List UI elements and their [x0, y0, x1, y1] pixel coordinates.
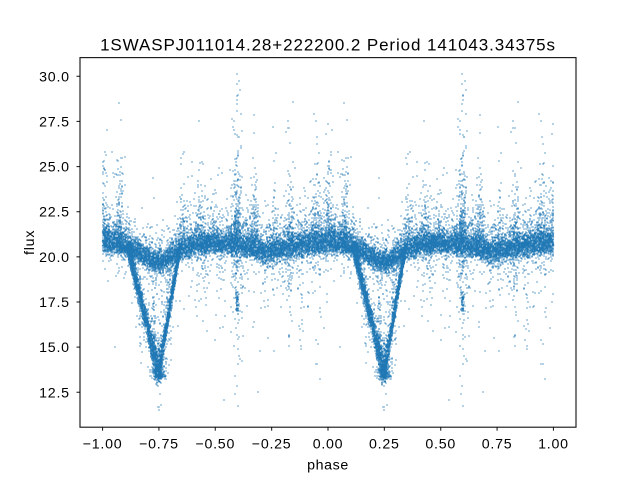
- svg-text:−0.25: −0.25: [252, 437, 292, 453]
- svg-text:−1.00: −1.00: [83, 437, 123, 453]
- svg-text:0.00: 0.00: [313, 437, 344, 453]
- svg-text:25.0: 25.0: [39, 160, 70, 176]
- svg-text:phase: phase: [307, 458, 349, 474]
- svg-text:flux: flux: [22, 230, 38, 255]
- svg-text:0.50: 0.50: [425, 437, 456, 453]
- svg-text:0.25: 0.25: [369, 437, 400, 453]
- svg-text:17.5: 17.5: [39, 295, 70, 311]
- svg-text:22.5: 22.5: [39, 205, 70, 221]
- svg-text:20.0: 20.0: [39, 250, 70, 266]
- svg-text:12.5: 12.5: [39, 385, 70, 401]
- svg-text:0.75: 0.75: [482, 437, 513, 453]
- svg-text:30.0: 30.0: [39, 69, 70, 85]
- svg-text:1.00: 1.00: [538, 437, 569, 453]
- svg-text:15.0: 15.0: [39, 340, 70, 356]
- svg-text:−0.75: −0.75: [139, 437, 179, 453]
- svg-text:1SWASPJ011014.28+222200.2 Peri: 1SWASPJ011014.28+222200.2 Period 141043.…: [100, 36, 556, 55]
- svg-text:−0.50: −0.50: [195, 437, 235, 453]
- svg-text:27.5: 27.5: [39, 114, 70, 130]
